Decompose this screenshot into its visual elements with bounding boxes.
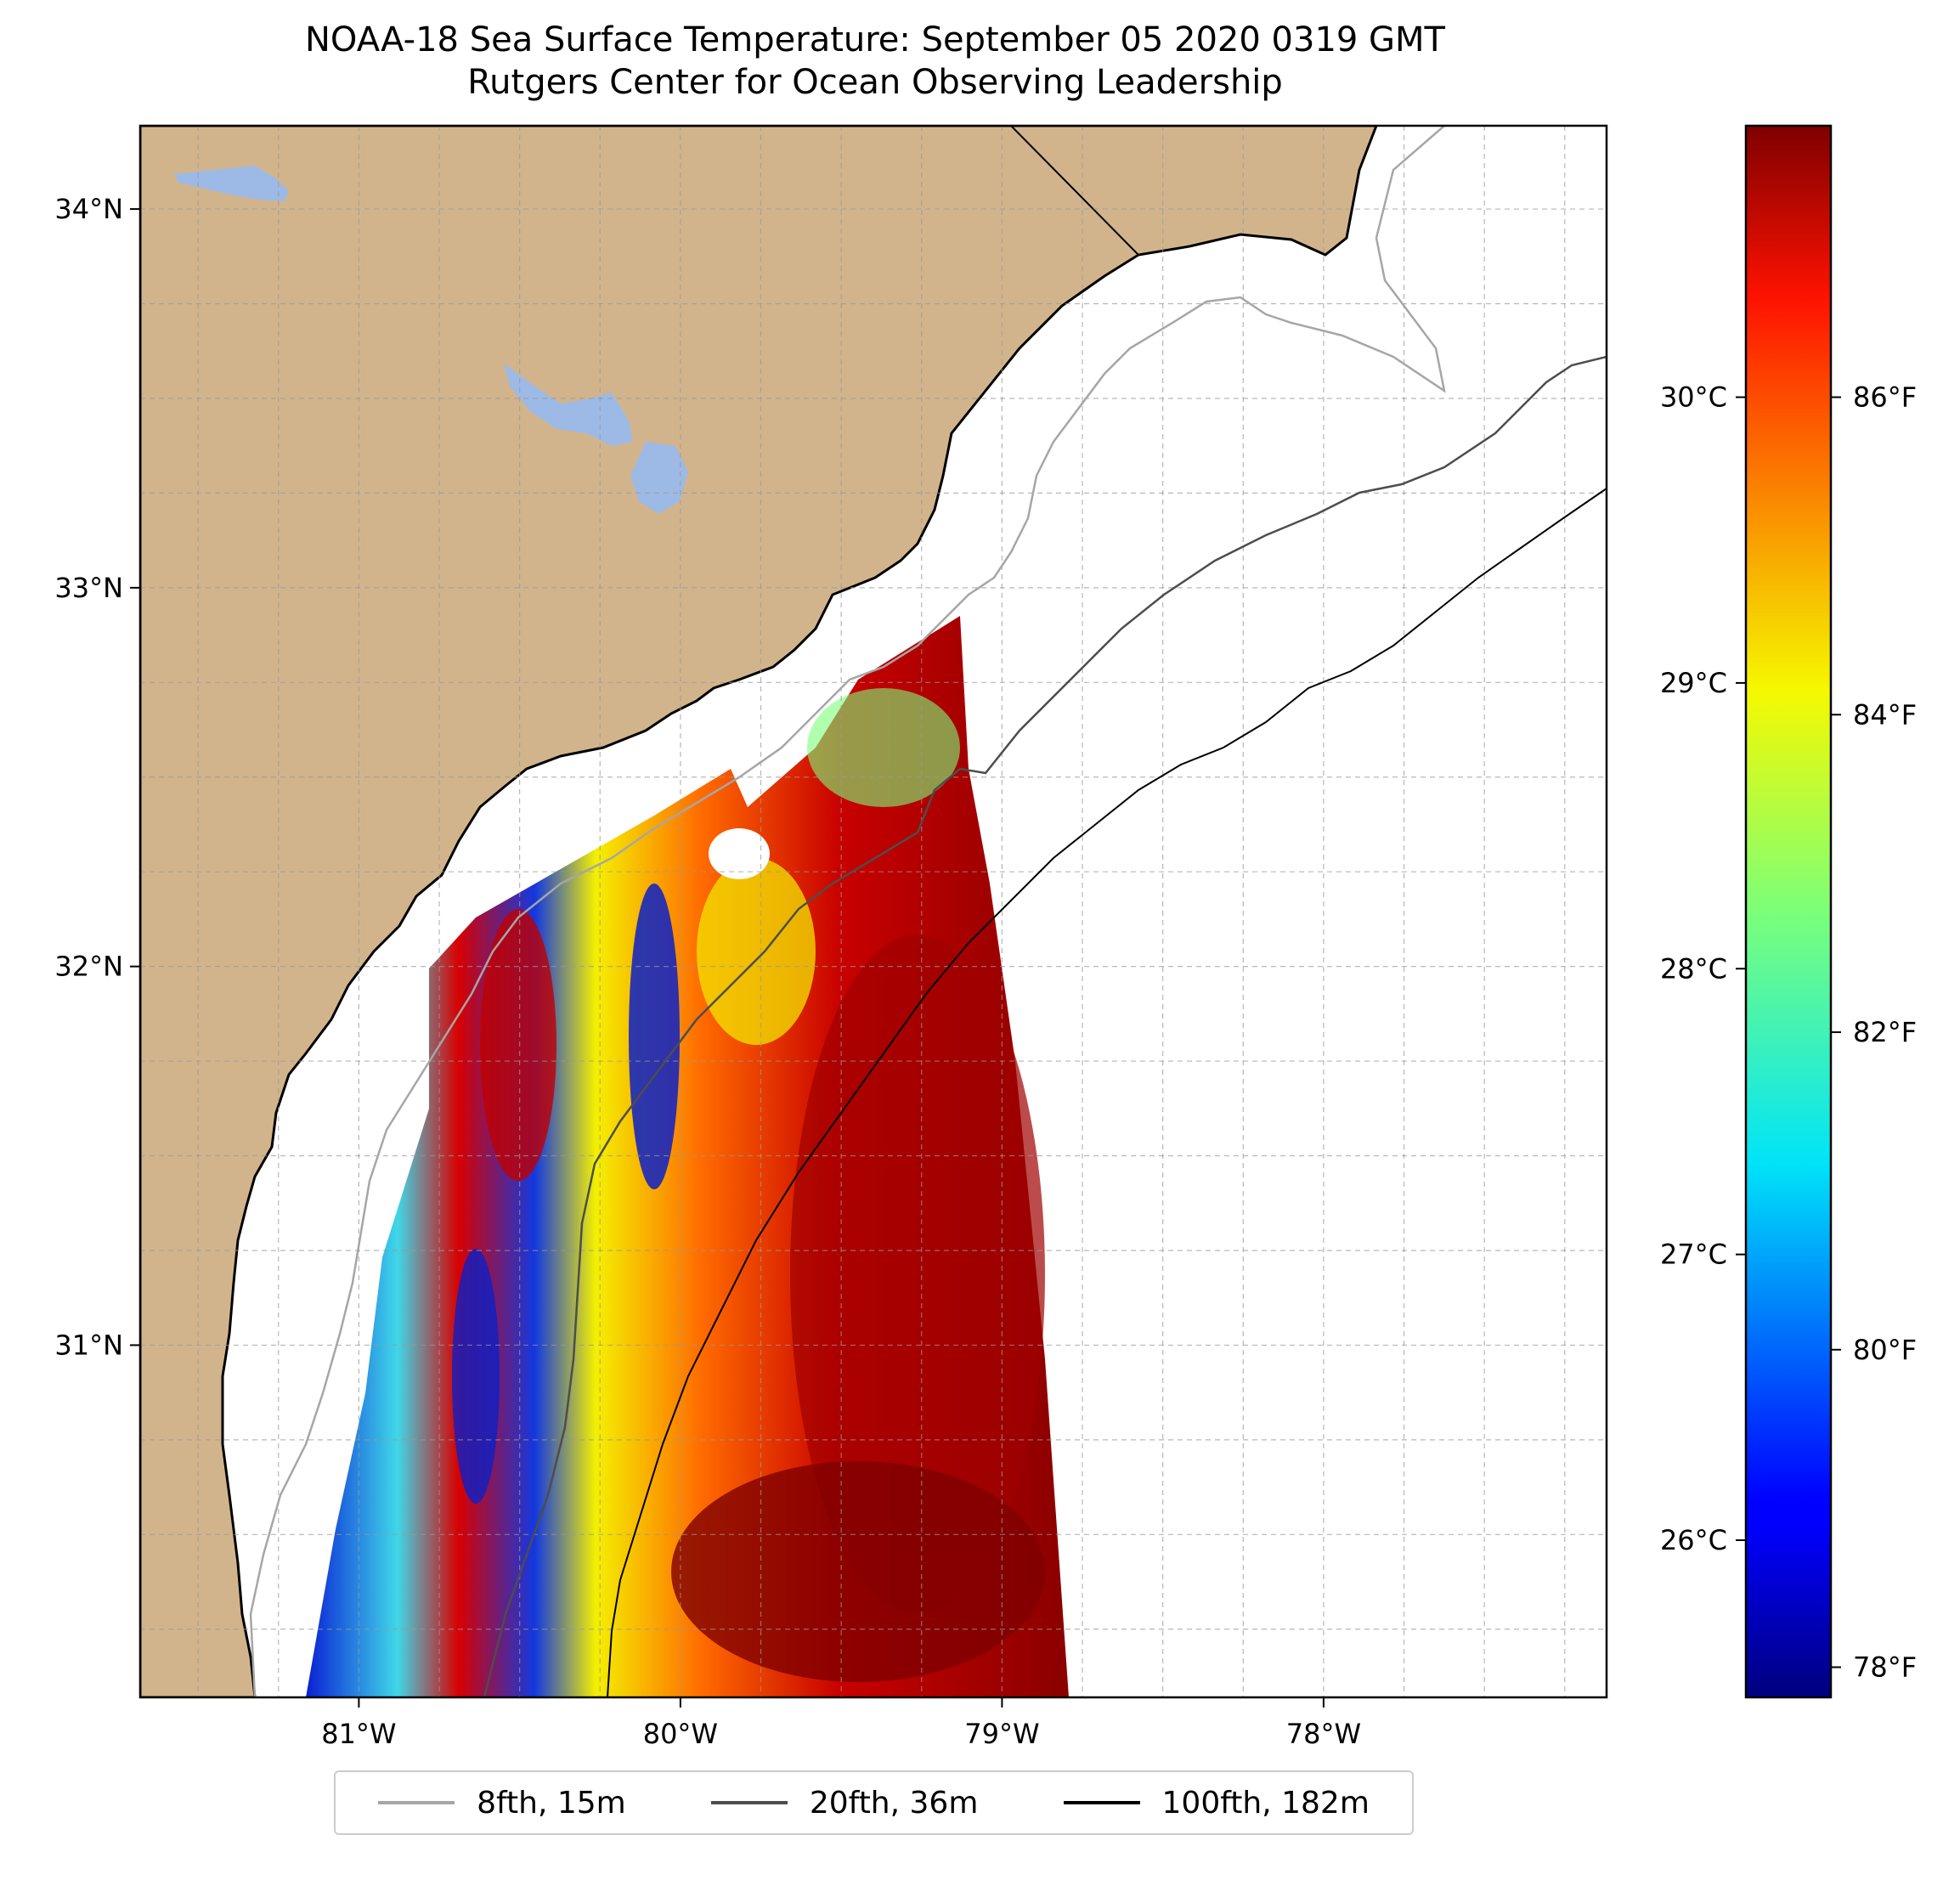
contour-20fth [483, 355, 1607, 1697]
fahrenheit-tick-78: 78°F [1831, 1651, 1917, 1683]
legend-swatch-8fth [378, 1801, 455, 1804]
svg-text:28°C: 28°C [1660, 952, 1727, 985]
sst-yellow-patch [697, 858, 816, 1045]
contour-100fth [607, 488, 1607, 1697]
lat-tick-31n: 31°N [54, 1329, 140, 1361]
svg-text:34°N: 34°N [54, 193, 123, 225]
lon-tick-78w: 78°W [1286, 1697, 1361, 1750]
lon-tick-80w: 80°W [643, 1697, 718, 1750]
fahrenheit-tick-80: 80°F [1831, 1334, 1917, 1366]
fahrenheit-tick-84: 84°F [1831, 698, 1917, 731]
map-area [140, 126, 1607, 1697]
celsius-tick-29: 29°C [1660, 667, 1746, 699]
legend-item-20fth: 20fth, 36m [710, 1785, 979, 1821]
celsius-tick-30: 30°C [1660, 381, 1746, 414]
title-line-2: Rutgers Center for Ocean Observing Leade… [467, 63, 1283, 102]
svg-text:84°F: 84°F [1853, 698, 1917, 731]
celsius-tick-27: 27°C [1660, 1239, 1746, 1271]
svg-text:33°N: 33°N [54, 572, 123, 604]
fahrenheit-tick-82: 82°F [1831, 1016, 1917, 1048]
colorbar: 26°C 27°C 28°C 29°C 30°C 78°F 80°F 82°F … [1660, 124, 1917, 1699]
svg-text:31°N: 31°N [54, 1329, 123, 1361]
land-mass [140, 126, 1378, 1697]
lon-tick-81w: 81°W [321, 1697, 397, 1750]
fahrenheit-tick-86: 86°F [1831, 381, 1917, 414]
sst-cloud-gap [709, 828, 770, 879]
lake-north [174, 166, 289, 201]
legend-item-8fth: 8fth, 15m [378, 1786, 626, 1821]
sst-warm-inshore [480, 909, 556, 1181]
sst-cold-inshore [452, 1249, 500, 1504]
svg-text:78°W: 78°W [1286, 1718, 1361, 1750]
title-line-1: NOAA-18 Sea Surface Temperature: Septemb… [305, 20, 1445, 59]
lat-axis: 34°N 33°N 32°N 31°N [54, 193, 140, 1361]
legend-label-100fth: 100fth, 182m [1161, 1785, 1370, 1821]
svg-text:26°C: 26°C [1660, 1524, 1727, 1556]
lon-axis: 81°W 80°W 79°W 78°W [321, 1697, 1361, 1750]
svg-text:80°W: 80°W [643, 1718, 718, 1750]
contour-legend: 8fth, 15m 20fth, 36m 100fth, 182m [334, 1770, 1414, 1835]
svg-text:32°N: 32°N [54, 951, 123, 983]
lat-tick-32n: 32°N [54, 951, 140, 983]
svg-text:80°F: 80°F [1853, 1334, 1917, 1366]
celsius-tick-26: 26°C [1660, 1524, 1746, 1556]
svg-text:30°C: 30°C [1660, 381, 1727, 414]
svg-text:82°F: 82°F [1853, 1016, 1917, 1048]
lake-marion [504, 364, 633, 446]
lon-tick-79w: 79°W [964, 1697, 1040, 1750]
svg-text:27°C: 27°C [1660, 1239, 1727, 1271]
sst-warm-core [790, 934, 1045, 1614]
lat-lon-grid [140, 126, 1607, 1697]
lake-moultrie [630, 442, 688, 514]
svg-text:78°F: 78°F [1853, 1651, 1917, 1683]
svg-text:79°W: 79°W [964, 1718, 1039, 1750]
legend-swatch-100fth [1063, 1801, 1140, 1804]
sst-cold-filament [629, 884, 680, 1189]
legend-swatch-20fth [710, 1801, 788, 1804]
legend-label-8fth: 8fth, 15m [477, 1785, 626, 1821]
map-frame [138, 124, 1608, 1699]
lat-tick-33n: 33°N [54, 572, 140, 604]
sst-warm-core-south [671, 1461, 1045, 1682]
svg-text:81°W: 81°W [321, 1718, 396, 1750]
state-border [1010, 126, 1139, 256]
colorbar-gradient [1744, 124, 1833, 1699]
legend-label-20fth: 20fth, 36m [809, 1785, 979, 1821]
legend-item-100fth: 100fth, 182m [1063, 1785, 1370, 1821]
contour-8fth [249, 126, 1446, 1697]
chart-title: NOAA-18 Sea Surface Temperature: Septemb… [0, 19, 1750, 104]
lat-tick-34n: 34°N [54, 193, 140, 225]
svg-text:29°C: 29°C [1660, 667, 1727, 699]
celsius-tick-28: 28°C [1660, 952, 1746, 985]
svg-text:86°F: 86°F [1853, 381, 1917, 414]
